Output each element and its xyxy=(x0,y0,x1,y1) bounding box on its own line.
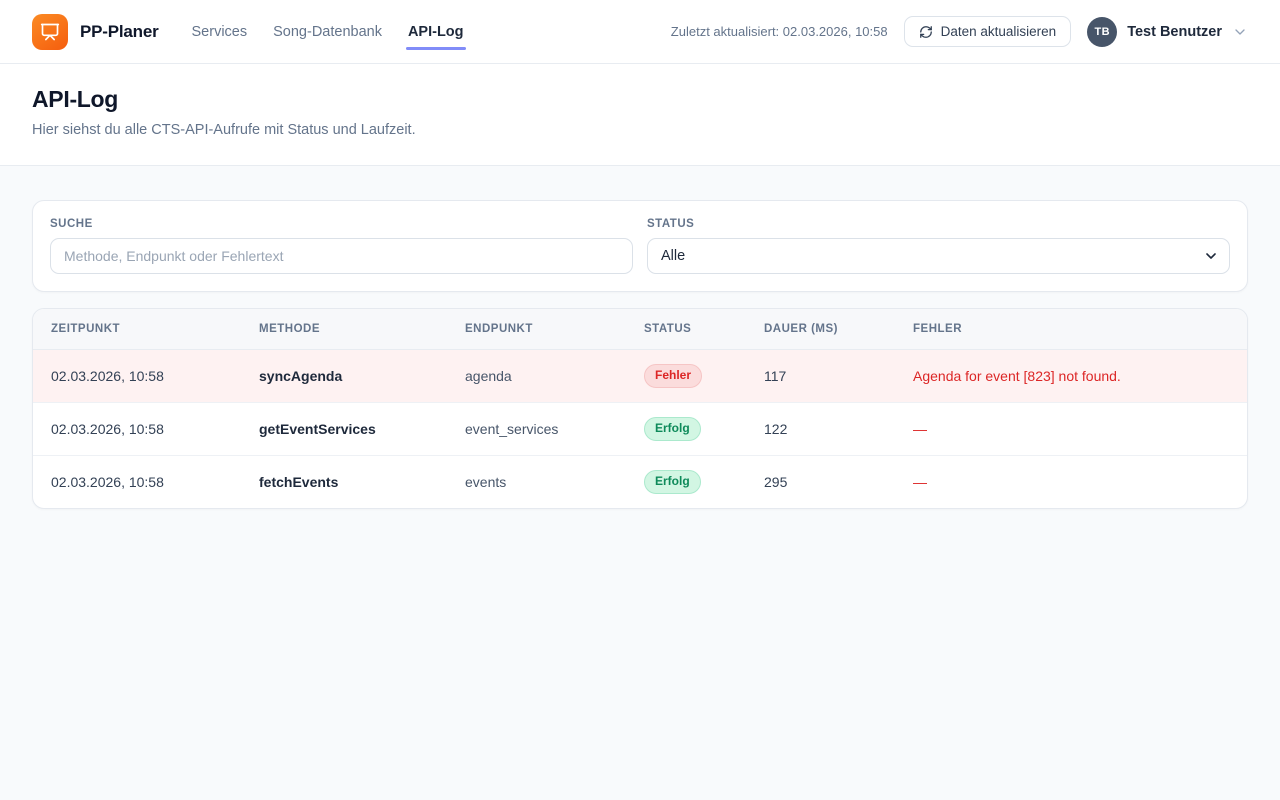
status-select-wrap: Alle xyxy=(647,238,1230,274)
filter-card: Suche Status Alle xyxy=(32,200,1248,292)
topbar: PP-Planer Services Song-Datenbank API-Lo… xyxy=(0,0,1280,64)
status-label: Status xyxy=(647,218,695,230)
cell-methode: syncAgenda xyxy=(259,368,343,384)
cell-zeitpunkt: 02.03.2026, 10:58 xyxy=(51,368,164,384)
topbar-right: Zuletzt aktualisiert: 02.03.2026, 10:58 … xyxy=(671,16,1248,47)
page-subtitle: Hier siehst du alle CTS-API-Aufrufe mit … xyxy=(32,122,416,138)
nav-item-song-datenbank[interactable]: Song-Datenbank xyxy=(273,23,382,40)
nav-item-services[interactable]: Services xyxy=(191,23,248,40)
cell-fehler: Agenda for event [823] not found. xyxy=(913,368,1121,384)
cell-zeitpunkt: 02.03.2026, 10:58 xyxy=(33,455,241,508)
column-header-endpunkt: Endpunkt xyxy=(447,309,626,350)
search-field-group: Suche xyxy=(50,218,633,274)
status-select[interactable]: Alle xyxy=(647,238,1230,274)
last-updated-text: Zuletzt aktualisiert: 02.03.2026, 10:58 xyxy=(670,24,888,39)
column-header-fehler: Fehler xyxy=(895,309,1247,350)
column-header-dauer: Dauer (ms) xyxy=(746,309,895,350)
cell-dauer: 122 xyxy=(746,402,895,456)
status-badge: Fehler xyxy=(644,364,703,388)
api-log-table: Zeitpunkt Methode Endpunkt Status Dauer … xyxy=(33,309,1247,508)
app-logo xyxy=(32,13,68,50)
status-field-group: Status Alle xyxy=(647,218,1230,274)
cell-status: Erfolg xyxy=(626,402,746,456)
brand-name: PP-Planer xyxy=(80,21,159,41)
refresh-data-button[interactable]: Daten aktualisieren xyxy=(903,16,1072,47)
cell-methode: fetchEvents xyxy=(241,455,447,508)
column-header-methode: Methode xyxy=(241,309,447,350)
nav-item-api-log[interactable]: API-Log xyxy=(405,23,466,50)
table-row: 02.03.2026, 10:58 getEventServices event… xyxy=(33,402,1247,456)
presentation-icon xyxy=(40,22,60,42)
main-nav: Services Song-Datenbank API-Log xyxy=(191,23,466,50)
search-input[interactable] xyxy=(50,238,633,274)
status-badge: Erfolg xyxy=(644,417,701,441)
table-row: 02.03.2026, 10:58 syncAgenda agenda Fehl… xyxy=(33,349,1247,403)
cell-fehler: — xyxy=(895,455,1247,508)
cell-dauer: 295 xyxy=(746,455,895,508)
search-label: Suche xyxy=(50,218,93,230)
cell-status: Fehler xyxy=(626,350,746,403)
cell-status: Erfolg xyxy=(626,455,746,508)
table-header-row: Zeitpunkt Methode Endpunkt Status Dauer … xyxy=(33,309,1247,350)
cell-methode: getEventServices xyxy=(241,402,447,456)
refresh-icon xyxy=(919,25,933,39)
refresh-button-label: Daten aktualisieren xyxy=(940,24,1057,39)
column-header-zeitpunkt: Zeitpunkt xyxy=(33,309,241,350)
main-content: Suche Status Alle Zeitpunkt xyxy=(0,166,1280,543)
cell-zeitpunkt: 02.03.2026, 10:58 xyxy=(33,402,241,456)
user-name: Test Benutzer xyxy=(1127,23,1222,40)
status-badge: Erfolg xyxy=(644,470,701,494)
api-log-table-card: Zeitpunkt Methode Endpunkt Status Dauer … xyxy=(32,308,1248,509)
cell-dauer: 117 xyxy=(764,368,787,384)
page-title: API-Log xyxy=(32,86,119,112)
cell-endpunkt: agenda xyxy=(465,368,512,384)
column-header-status: Status xyxy=(626,309,746,350)
cell-fehler: — xyxy=(895,402,1247,456)
table-row: 02.03.2026, 10:58 fetchEvents events Erf… xyxy=(33,455,1247,508)
user-menu[interactable]: TB Test Benutzer xyxy=(1087,16,1248,47)
cell-endpunkt: event_services xyxy=(447,402,626,456)
chevron-down-icon xyxy=(1232,24,1248,40)
cell-endpunkt: events xyxy=(447,455,626,508)
avatar: TB xyxy=(1087,16,1118,47)
page-header: API-Log Hier siehst du alle CTS-API-Aufr… xyxy=(0,64,1280,166)
